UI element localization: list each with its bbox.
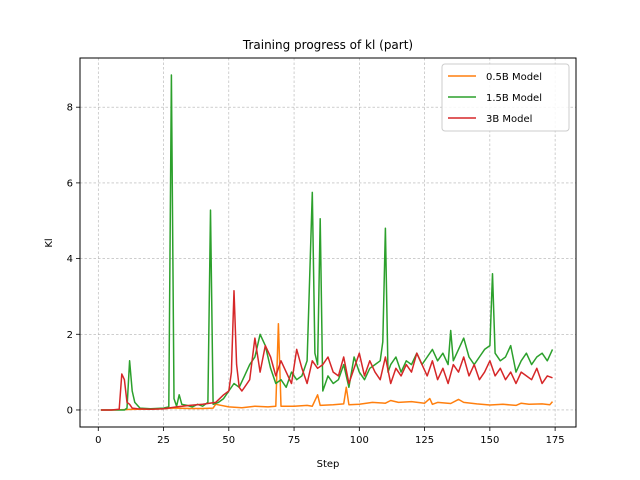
y-axis-label: Kl [44, 238, 55, 247]
legend-label: 0.5B Model [486, 72, 542, 83]
x-tick-label: 75 [288, 435, 301, 446]
axes-frame [79, 57, 577, 428]
y-tick-label: 8 [67, 103, 73, 114]
y-tick-label: 4 [67, 254, 73, 265]
x-tick-label: 125 [415, 435, 434, 446]
x-tick-label: 0 [95, 435, 101, 446]
series-line-1 [100, 322, 554, 411]
legend-label: 3B Model [486, 114, 532, 125]
series-line-2 [100, 74, 554, 411]
legend-label: 1.5B Model [486, 93, 542, 104]
y-axis-ticks: 0 2 4 6 8 [67, 103, 80, 416]
x-axis-ticks: 0 25 50 75 100 125 150 175 [95, 427, 565, 446]
legend-box [441, 63, 570, 132]
x-axis-label: Step [317, 459, 340, 470]
y-tick-label: 6 [67, 178, 73, 189]
y-tick-label: 2 [67, 330, 73, 341]
x-tick-label: 175 [546, 435, 565, 446]
x-tick-label: 50 [222, 435, 235, 446]
series-line-3 [100, 290, 553, 411]
plot-area [100, 74, 554, 411]
x-tick-label: 100 [350, 435, 369, 446]
legend: 0.5B Model 1.5B Model 3B Model [441, 63, 570, 132]
x-tick-label: 150 [480, 435, 499, 446]
chart-title: Training progress of kl (part) [242, 38, 413, 52]
x-tick-label: 25 [157, 435, 170, 446]
y-tick-label: 0 [67, 405, 73, 416]
